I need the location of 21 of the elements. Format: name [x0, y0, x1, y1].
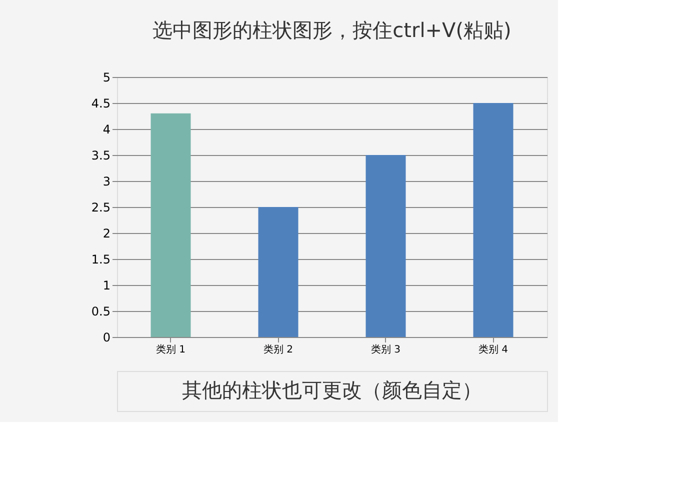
y-tick-label: 4: [102, 122, 110, 136]
x-tick-label: 类别 1: [156, 344, 186, 356]
y-tick-label: 0: [102, 330, 110, 344]
text: 其他的柱状也可更改（颜色自定）: [182, 378, 482, 402]
bar: [366, 155, 406, 337]
y-tick-label: 2: [102, 226, 110, 240]
bar: [473, 103, 514, 337]
y-tick-label: 4.5: [91, 96, 110, 110]
y-tick-label: 0.5: [91, 304, 110, 318]
bar: [258, 207, 298, 337]
chart-title: 选中图形的柱状图形，按住ctrl+V(粘贴): [152, 18, 512, 42]
y-tick-label: 1.5: [91, 252, 110, 266]
x-tick-label: 类别 4: [478, 344, 508, 356]
y-tick-label: 2.5: [91, 200, 110, 214]
bar: [150, 113, 191, 337]
y-tick-label: 3.5: [91, 148, 110, 162]
x-tick-label: 类别 2: [263, 344, 294, 356]
y-tick-label: 3: [102, 174, 110, 188]
y-tick-label: 5: [102, 70, 110, 84]
y-tick-label: 1: [102, 278, 110, 292]
x-tick-label: 类别 3: [370, 344, 401, 356]
